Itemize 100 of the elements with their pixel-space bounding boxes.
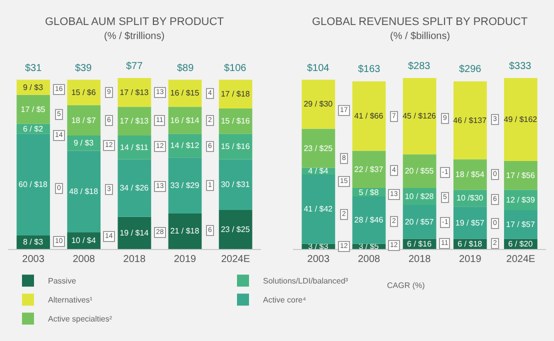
bar bbox=[504, 78, 538, 161]
data-label: 3 / $3 bbox=[308, 242, 329, 251]
data-label: 6 / $16 bbox=[407, 239, 432, 248]
data-label: 14 / $12 bbox=[170, 141, 200, 150]
data-label: 30 / $31 bbox=[220, 180, 250, 190]
x-tick-label: 2018 bbox=[408, 254, 432, 265]
annotation: $106 bbox=[224, 63, 247, 74]
data-label: 17 / $18 bbox=[220, 90, 250, 99]
data-label: 8 / $3 bbox=[23, 238, 44, 247]
x-tick-label: 2019 bbox=[459, 254, 482, 265]
bar bbox=[16, 80, 50, 95]
data-label: 3 / $5 bbox=[358, 242, 380, 251]
data-label: 15 / $16 bbox=[220, 116, 250, 126]
x-tick-label: 2019 bbox=[174, 254, 197, 265]
data-label: 16 / $15 bbox=[170, 88, 200, 98]
legend-label: Passive bbox=[48, 276, 77, 286]
data-label: 15 / $16 bbox=[220, 142, 250, 152]
annotation: $283 bbox=[408, 61, 431, 72]
bar bbox=[118, 78, 152, 107]
legend-label: Alternatives¹ bbox=[48, 296, 93, 305]
bar bbox=[168, 80, 202, 107]
data-label: 5 / $8 bbox=[358, 188, 380, 197]
annotation: $104 bbox=[307, 63, 330, 74]
data-label: 34 / $26 bbox=[120, 184, 150, 193]
data-label: 10 / $4 bbox=[71, 236, 96, 246]
data-label: 49 / $162 bbox=[504, 114, 538, 124]
annotation: $39 bbox=[75, 63, 92, 74]
bar bbox=[352, 81, 386, 151]
data-label: 10 /$30 bbox=[456, 194, 484, 203]
annotation: $163 bbox=[358, 64, 381, 75]
chart-title: GLOBAL REVENUES SPLIT BY PRODUCT bbox=[312, 16, 528, 28]
data-label: 19 / $14 bbox=[120, 228, 150, 238]
data-label: 29 / $30 bbox=[304, 100, 334, 109]
annotation: $333 bbox=[509, 61, 532, 72]
bar bbox=[168, 213, 202, 249]
data-label: 41 / $66 bbox=[354, 112, 384, 121]
bar bbox=[453, 81, 487, 160]
legend-label: Solutions/LDI/balanced³ bbox=[263, 276, 348, 286]
legend-label: Active specialties² bbox=[48, 314, 112, 324]
data-label: 17 / $57 bbox=[506, 220, 536, 229]
chart-subtitle: (% / $trillions) bbox=[104, 31, 165, 42]
bar bbox=[118, 106, 152, 136]
x-tick-label: 2008 bbox=[72, 254, 96, 265]
annotation: $31 bbox=[25, 63, 42, 74]
data-label: 23 / $25 bbox=[304, 144, 334, 153]
data-label: 17 / $13 bbox=[120, 116, 150, 126]
annotation: $89 bbox=[177, 63, 194, 74]
x-tick-label: 2008 bbox=[358, 254, 381, 265]
bar bbox=[504, 160, 538, 190]
data-label: 16 / $14 bbox=[170, 116, 200, 125]
data-label: 33 / $29 bbox=[170, 181, 200, 190]
x-tick-label: 2003 bbox=[22, 254, 45, 265]
bar bbox=[168, 106, 202, 134]
bar bbox=[218, 80, 252, 108]
data-label: 18 / $7 bbox=[71, 116, 96, 125]
data-label: 18 / $54 bbox=[455, 170, 485, 180]
bar bbox=[67, 105, 101, 136]
data-label: 22 / $37 bbox=[354, 164, 384, 174]
data-label: 15 / $6 bbox=[71, 88, 96, 97]
bar bbox=[16, 94, 50, 124]
data-label: 20 / $55 bbox=[404, 166, 434, 176]
bar bbox=[302, 128, 336, 168]
x-tick-label: 2024E bbox=[506, 254, 536, 265]
bar bbox=[118, 216, 152, 249]
annotation: $77 bbox=[126, 61, 144, 72]
bar bbox=[402, 154, 436, 188]
data-label: 6 / $20 bbox=[508, 239, 534, 248]
annotation: $296 bbox=[459, 64, 482, 75]
data-label: 60 / $18 bbox=[18, 180, 48, 190]
data-label: 12 / $39 bbox=[506, 195, 536, 204]
data-label: 20 / $57 bbox=[404, 217, 434, 226]
x-tick-label: 2003 bbox=[307, 254, 330, 265]
data-label: 41 / $42 bbox=[304, 204, 334, 214]
x-tick-label: 2024E bbox=[221, 254, 250, 265]
data-label: 9 / $3 bbox=[23, 82, 44, 92]
legend-label: Active core⁴ bbox=[263, 296, 307, 305]
data-label: 17 / $13 bbox=[120, 88, 150, 97]
data-label: 17 / $5 bbox=[20, 104, 46, 114]
bar bbox=[218, 210, 252, 249]
data-label: 6 / $2 bbox=[23, 124, 44, 134]
data-label: 17 / $56 bbox=[506, 170, 536, 180]
data-label: 48 / $18 bbox=[69, 186, 99, 196]
data-label: 9 / $3 bbox=[74, 138, 94, 148]
bar bbox=[218, 108, 252, 134]
data-label: 6 / $18 bbox=[458, 239, 483, 248]
text: CAGR (%) bbox=[387, 281, 426, 290]
data-label: 4 / $4 bbox=[308, 166, 329, 176]
data-label: 14 / $11 bbox=[120, 142, 149, 152]
data-label: 21 / $18 bbox=[170, 226, 200, 236]
chart-title: GLOBAL AUM SPLIT BY PRODUCT bbox=[45, 16, 224, 28]
bar bbox=[453, 159, 487, 190]
bar bbox=[402, 78, 436, 154]
x-tick-label: 2018 bbox=[123, 254, 146, 265]
data-label: 23 / $25 bbox=[220, 225, 250, 234]
chart-subtitle: (% / $billions) bbox=[390, 31, 450, 42]
data-label: 19 / $57 bbox=[455, 218, 485, 228]
bar bbox=[302, 80, 336, 129]
bar bbox=[67, 80, 101, 106]
data-label: 10 / $28 bbox=[404, 192, 434, 202]
data-label: 28 / $46 bbox=[354, 216, 384, 225]
